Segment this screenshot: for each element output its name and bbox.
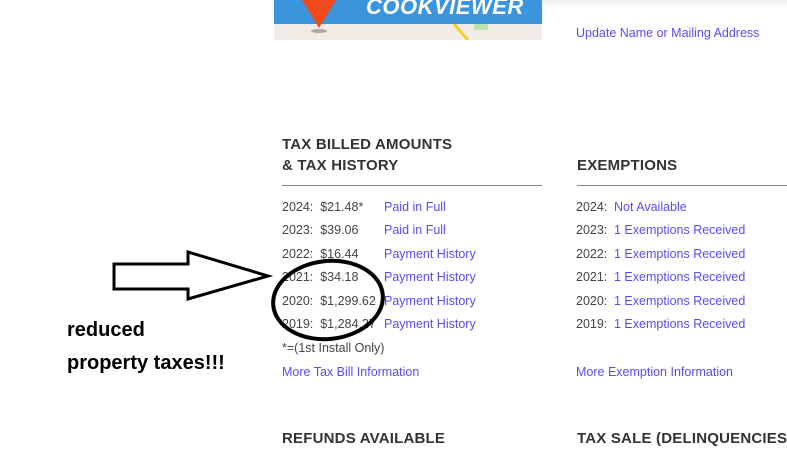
tax-amount: 2023: $39.06 — [282, 223, 359, 238]
update-name-link[interactable]: Update Name or Mailing Address — [576, 26, 760, 40]
tax-amount: 2020: $1,299.62 — [282, 293, 376, 308]
more-exemption-link[interactable]: More Exemption Information — [576, 365, 734, 379]
exemption-year: 2021: — [576, 270, 608, 285]
exemptions-list: 2024: Not Available 2023: 1 Exemptions Rece… — [576, 200, 745, 340]
exemption-year: 2019: — [576, 316, 608, 331]
exemption-row: 2023: 1 Exemptions Received — [576, 223, 745, 246]
tax-history-list: 2024: $21.48* Paid in Full 2023: $39.06 Pai… — [282, 200, 476, 340]
exemption-year: 2023: — [576, 223, 608, 238]
annotation-line1: reduced — [67, 319, 145, 341]
cookviewer-banner[interactable]: COOKVIEWER — [274, 0, 542, 40]
tax-status-link[interactable]: Payment History — [384, 270, 476, 285]
map-pin-icon — [302, 0, 336, 33]
exemption-row: 2022: 1 Exemptions Received — [576, 247, 745, 270]
exemption-link[interactable]: 1 Exemptions Received — [614, 316, 746, 331]
arrow-annotation — [112, 249, 274, 301]
circle-annotation — [271, 258, 385, 342]
tax-history-row: 2022: $16.44 Payment History — [282, 247, 476, 270]
tax-history-row: 2023: $39.06 Paid in Full — [282, 223, 476, 246]
annotation-text: reduced property taxes!!! — [67, 314, 225, 380]
exemption-year: 2022: — [576, 246, 608, 261]
tax-status-link[interactable]: Payment History — [384, 293, 476, 308]
header-shadow — [542, 0, 787, 8]
tax-footnote: *=(1st Install Only) — [282, 341, 385, 355]
annotation-line2: property taxes!!! — [67, 352, 225, 374]
tax-divider — [282, 185, 542, 186]
tax-status-link[interactable]: Paid in Full — [384, 223, 446, 238]
tax-heading-line2: & TAX HISTORY — [282, 157, 399, 174]
exemption-row: 2020: 1 Exemptions Received — [576, 294, 745, 317]
exemption-year: 2024: — [576, 200, 608, 214]
tax-heading: TAX BILLED AMOUNTS & TAX HISTORY — [282, 134, 452, 176]
more-tax-bill-link[interactable]: More Tax Bill Information — [282, 365, 420, 379]
exemption-link[interactable]: 1 Exemptions Received — [614, 293, 746, 308]
tax-history-row: 2024: $21.48* Paid in Full — [282, 200, 476, 223]
tax-history-row: 2021: $34.18 Payment History — [282, 270, 476, 293]
exemption-row: 2021: 1 Exemptions Received — [576, 270, 745, 293]
exemptions-divider — [577, 185, 787, 186]
tax-status-link[interactable]: Payment History — [384, 316, 476, 331]
exemption-row: 2019: 1 Exemptions Received — [576, 317, 745, 340]
tax-amount: 2022: $16.44 — [282, 246, 359, 261]
exemption-link[interactable]: 1 Exemptions Received — [614, 270, 746, 285]
tax-status-link[interactable]: Paid in Full — [384, 200, 446, 214]
exemption-row: 2024: Not Available — [576, 200, 745, 223]
tax-status-link[interactable]: Payment History — [384, 246, 476, 261]
exemption-link[interactable]: 1 Exemptions Received — [614, 223, 746, 238]
map-road — [452, 24, 488, 40]
exemption-year: 2020: — [576, 293, 608, 308]
tax-heading-line1: TAX BILLED AMOUNTS — [282, 136, 453, 153]
tax-history-row: 2020: $1,299.62 Payment History — [282, 294, 476, 317]
banner-brand: COOKVIEWER — [366, 0, 524, 19]
exemptions-heading: EXEMPTIONS — [577, 157, 678, 174]
exemption-link[interactable]: 1 Exemptions Received — [614, 246, 746, 261]
tax-amount: 2024: $21.48* — [282, 200, 364, 214]
tax-history-row: 2019: $1,284.27 Payment History — [282, 317, 476, 340]
exemption-link[interactable]: Not Available — [614, 200, 687, 214]
